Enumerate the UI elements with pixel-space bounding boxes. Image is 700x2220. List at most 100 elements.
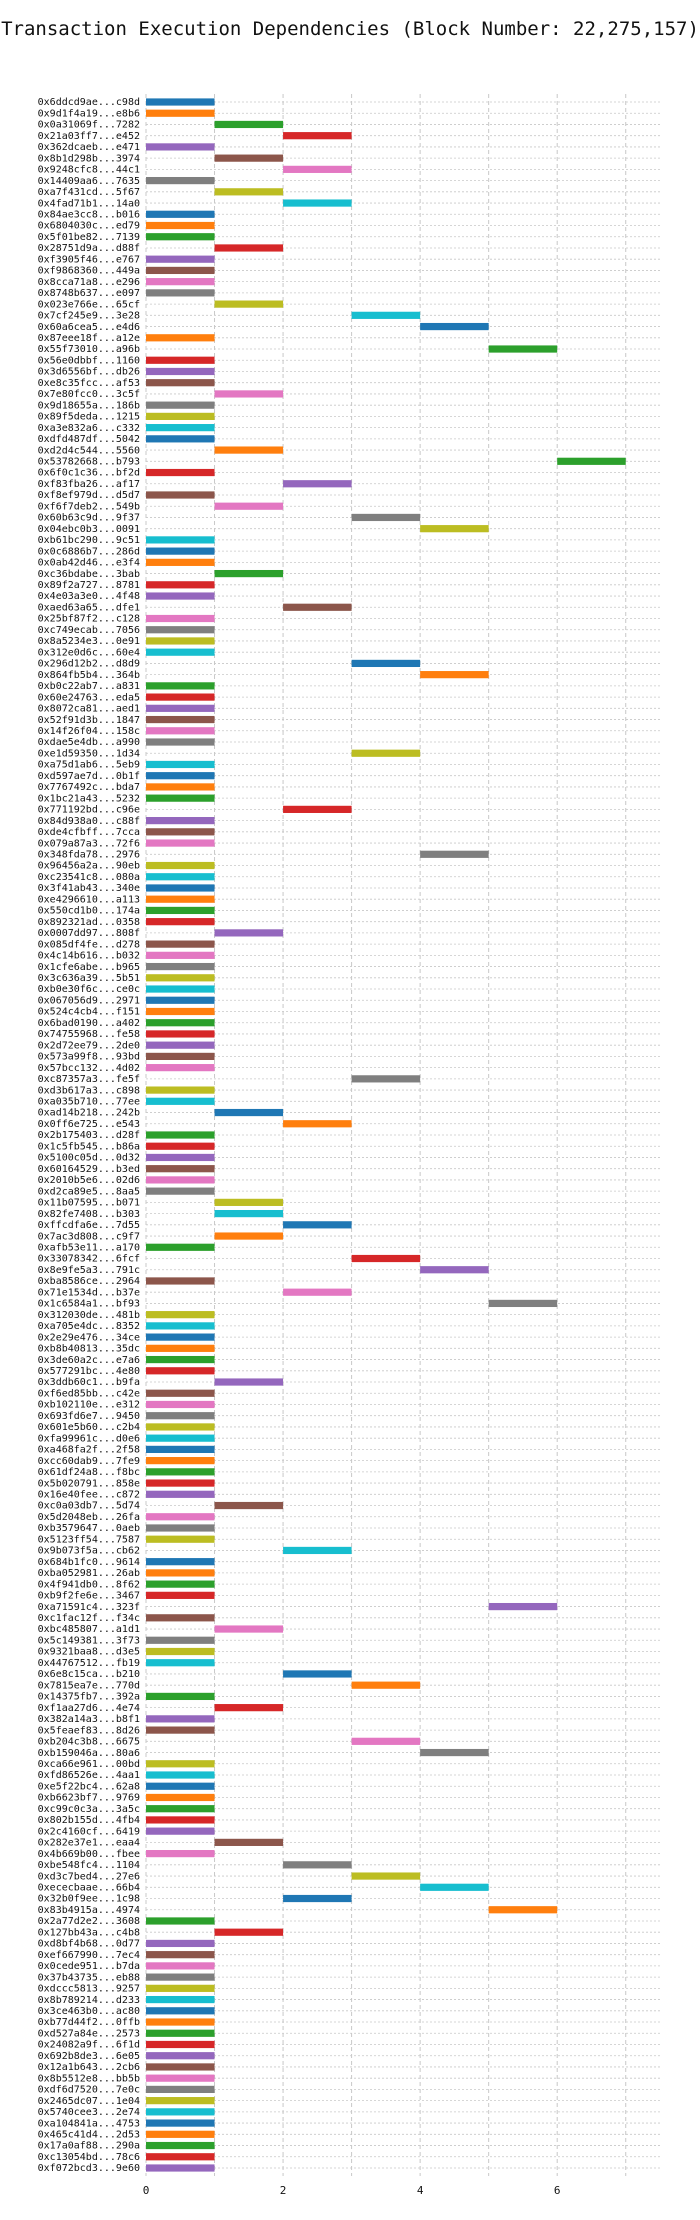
transaction-bar — [488, 1906, 558, 1914]
y-tick-label: 0xa71591c4...323f — [38, 1602, 140, 1613]
transaction-bar — [146, 1984, 215, 1992]
y-tick-label: 0x28751d9a...d88f — [38, 243, 140, 254]
y-tick-label: 0xe5f22bc4...62a8 — [38, 1781, 140, 1792]
y-tick-label: 0xfa99961c...d0e6 — [38, 1433, 140, 1444]
y-tick-label: 0x21a03ff7...e452 — [38, 131, 140, 142]
y-tick-label: 0xef667990...7ec4 — [38, 1950, 140, 1961]
y-tick-label: 0xa705e4dc...8352 — [38, 1321, 140, 1332]
transaction-bar — [146, 962, 215, 971]
y-tick-label: 0x17a0af88...290a — [38, 2141, 140, 2152]
y-tick-label: 0xd527a84e...2573 — [38, 2028, 140, 2039]
y-tick-label: 0x6804030c...ed79 — [38, 221, 140, 232]
y-tick-label: 0xf1aa27d6...4e74 — [38, 1703, 140, 1714]
transaction-bar — [146, 1165, 215, 1173]
transaction-bar — [146, 985, 215, 993]
transaction-bar — [214, 1928, 284, 1936]
y-tick-label: 0x3ddb60c1...b9fa — [38, 1377, 140, 1388]
transaction-bar — [351, 513, 421, 522]
y-tick-label: 0xd8bf4b68...0d77 — [38, 1939, 140, 1950]
y-tick-label: 0xdfd487df...5042 — [38, 434, 140, 445]
transaction-bar — [214, 569, 284, 578]
transaction-bar — [214, 154, 284, 162]
y-tick-label: 0x82fe7408...b303 — [38, 1209, 140, 1220]
transaction-bar — [420, 850, 489, 858]
transaction-bar — [214, 1108, 284, 1117]
y-tick-label: 0x085df4fe...d278 — [38, 939, 140, 950]
y-tick-label: 0xf072bcd3...9e60 — [38, 2163, 140, 2174]
transaction-bar — [488, 345, 558, 353]
y-tick-label: 0x37b43735...eb88 — [38, 1972, 140, 1983]
y-tick-label: 0x5b020791...858e — [38, 1478, 140, 1489]
transaction-bar — [488, 1602, 558, 1611]
y-tick-label: 0x5100c05d...0d32 — [38, 1153, 140, 1164]
y-tick-label: 0x14409aa6...7635 — [38, 176, 140, 187]
transaction-bar — [146, 828, 215, 836]
y-tick-label: 0x3f41ab43...340e — [38, 883, 140, 894]
y-tick-label: 0xde4cfbff...7cca — [38, 827, 140, 838]
y-tick-label: 0x33078342...6fcf — [38, 1254, 140, 1265]
transaction-bar — [214, 1232, 284, 1240]
transaction-bar — [146, 1917, 215, 1925]
y-tick-labels: 0x6ddcd9ae...c98d0x9d1f4a19...e8b60x0a31… — [38, 97, 140, 2174]
transaction-bar — [146, 412, 215, 420]
transaction-bar — [146, 289, 215, 297]
y-tick-label: 0xe1d59350...1d34 — [38, 748, 140, 759]
transaction-bar — [146, 1434, 215, 1442]
y-tick-label: 0x87eee18f...a12e — [38, 333, 140, 344]
y-tick-label: 0xb77d44f2...0ffb — [38, 2017, 140, 2028]
y-tick-label: 0x465c41d4...2d53 — [38, 2130, 140, 2141]
y-tick-label: 0xf83fba26...af17 — [38, 479, 140, 490]
transaction-bar — [146, 1367, 215, 1375]
transaction-bar — [351, 1737, 421, 1745]
y-tick-label: 0x2e29e476...34ce — [38, 1332, 140, 1343]
transaction-bar — [146, 1513, 215, 1521]
y-tick-label: 0xc87357a3...fe5f — [38, 1074, 140, 1085]
transaction-bar — [146, 637, 215, 645]
transaction-bar — [146, 2119, 215, 2127]
y-tick-label: 0x4fad71b1...14a0 — [38, 198, 140, 209]
y-tick-label: 0xa035b710...77ee — [38, 1097, 140, 1108]
transaction-bar — [351, 1075, 421, 1083]
x-tick-label: 4 — [417, 2184, 424, 2197]
y-tick-label: 0xc23541c8...080a — [38, 872, 140, 883]
transaction-bar — [214, 929, 284, 937]
y-tick-label: 0x89f5deda...1215 — [38, 412, 140, 423]
y-tick-label: 0x24082a9f...6f1d — [38, 2040, 140, 2051]
transaction-bar — [214, 1625, 284, 1633]
y-tick-label: 0x7cf245e9...3e28 — [38, 311, 140, 322]
transaction-bar — [283, 1120, 352, 1128]
transaction-bar — [146, 536, 215, 544]
transaction-bar — [146, 1412, 215, 1420]
y-tick-label: 0x601e5b60...c2b4 — [38, 1422, 140, 1433]
transaction-bar — [420, 525, 489, 533]
transaction-bar — [146, 2153, 215, 2161]
x-tick-label: 0 — [143, 2184, 150, 2197]
transaction-bar — [146, 2052, 215, 2060]
y-tick-label: 0xb61bc290...9c51 — [38, 535, 140, 546]
transaction-bar — [146, 1030, 215, 1038]
y-tick-label: 0x5740cee3...2e74 — [38, 2107, 140, 2118]
y-tick-label: 0x3de60a2c...e7a6 — [38, 1355, 140, 1366]
y-tick-label: 0x023e766e...65cf — [38, 299, 140, 310]
y-tick-label: 0x127bb43a...c4b8 — [38, 1927, 140, 1938]
y-tick-label: 0xd3c7bed4...27e6 — [38, 1871, 140, 1882]
transaction-bar — [146, 1535, 215, 1543]
transaction-bar — [146, 1782, 215, 1790]
transaction-bar — [146, 2108, 215, 2116]
transaction-bar — [146, 2097, 215, 2105]
transaction-bar — [146, 918, 215, 926]
y-tick-label: 0x7815ea7e...770d — [38, 1680, 140, 1691]
transaction-bar — [146, 1423, 215, 1431]
transaction-bar — [146, 1153, 215, 1162]
y-tick-label: 0x2b175403...d28f — [38, 1130, 140, 1141]
y-tick-label: 0x14375fb7...392a — [38, 1692, 140, 1703]
y-tick-label: 0x11b07595...b071 — [38, 1198, 140, 1209]
transaction-bar — [146, 1692, 215, 1701]
y-tick-label: 0x84ae3cc8...b016 — [38, 209, 140, 220]
transaction-bar — [146, 2130, 215, 2138]
y-tick-label: 0x6f0c1c36...bf2d — [38, 468, 140, 479]
transaction-bar — [146, 1064, 215, 1072]
y-tick-label: 0x0007dd97...808f — [38, 928, 140, 939]
transaction-bar — [146, 974, 215, 982]
